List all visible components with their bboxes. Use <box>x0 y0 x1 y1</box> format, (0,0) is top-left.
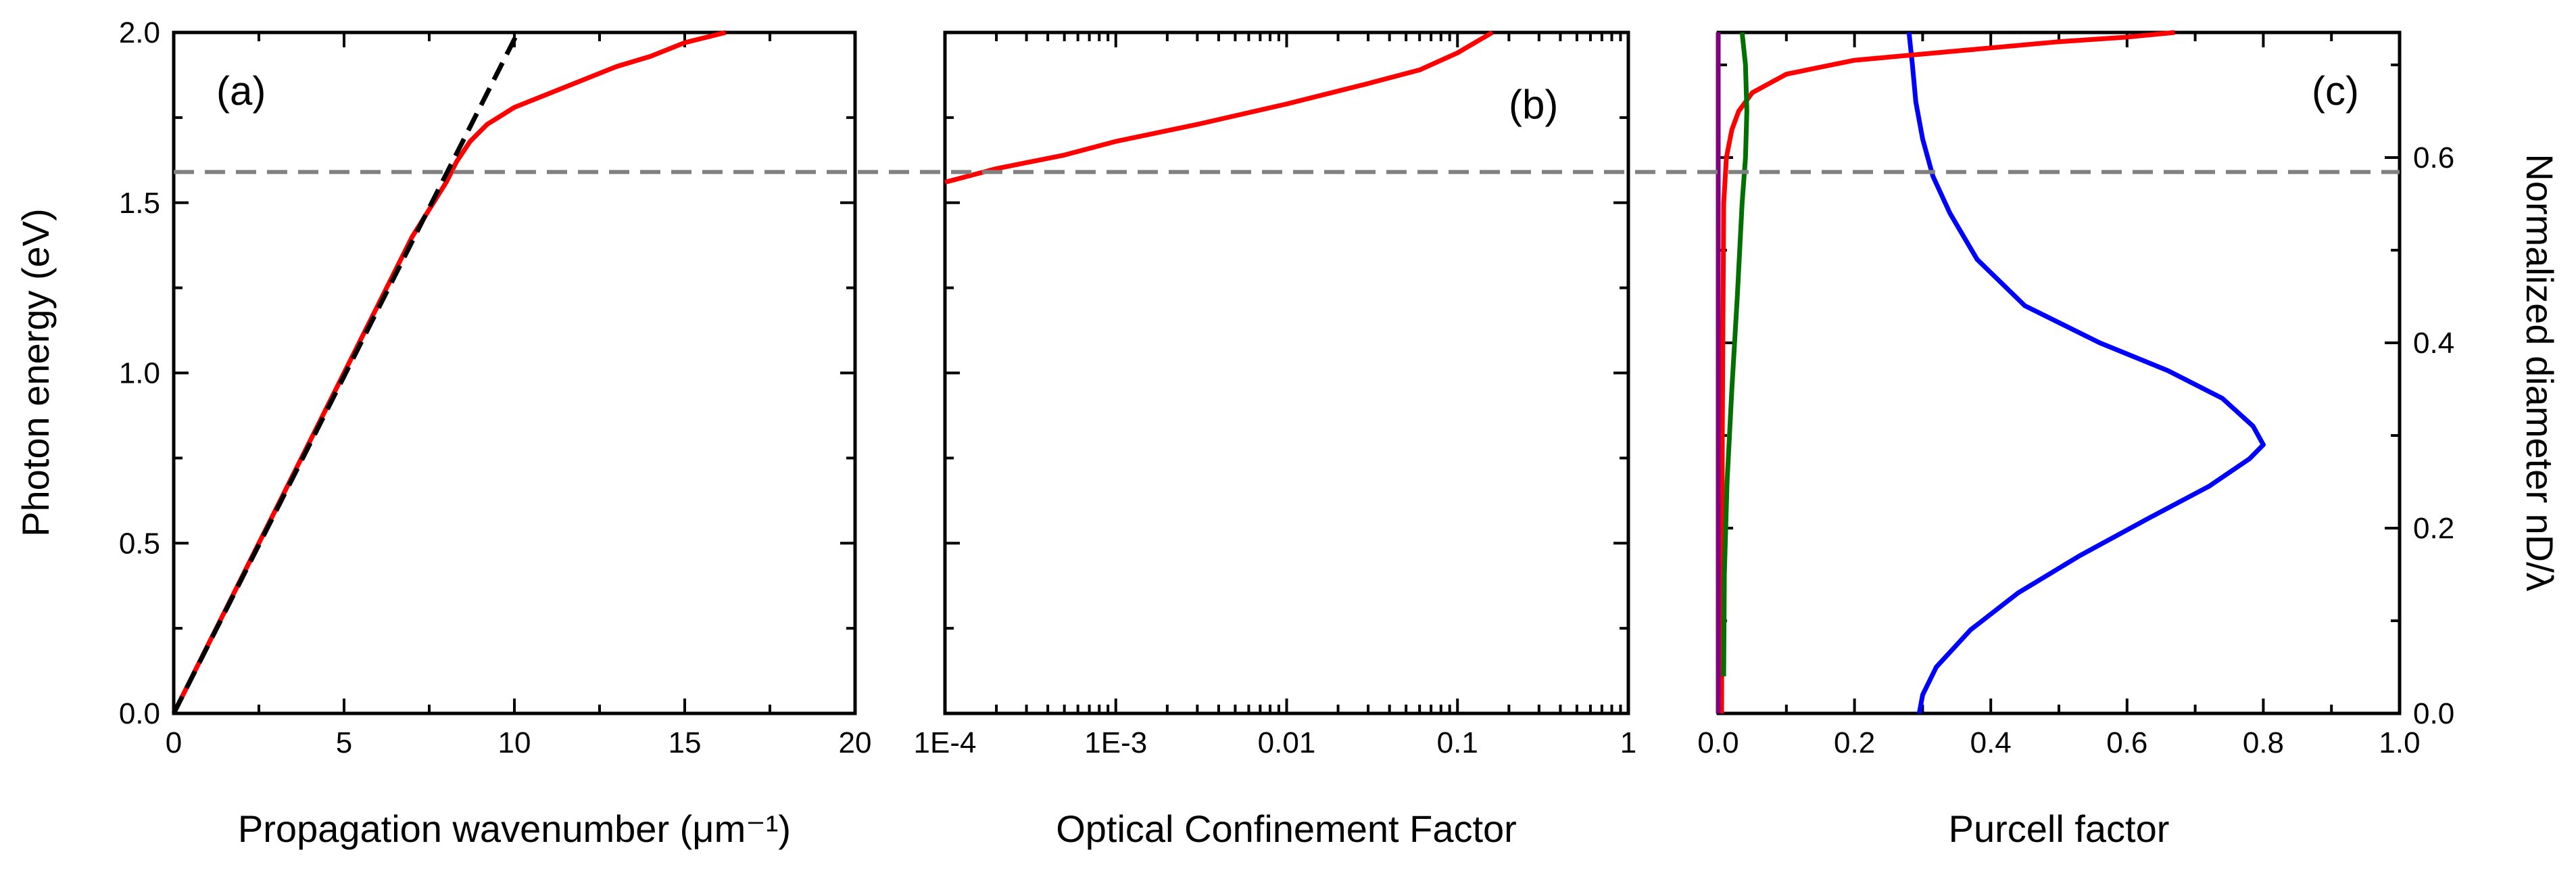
panel-a-frame <box>172 30 857 715</box>
x-tick-label-a: 15 <box>669 726 702 759</box>
panel-b-frame <box>943 30 1630 715</box>
x-tick-label-a: 0 <box>166 726 182 759</box>
x-tick-label-c: 0.0 <box>1697 726 1739 759</box>
x-tick-label-c: 1.0 <box>2379 726 2420 759</box>
panel-b: 1E-4 1E-3 0.01 0.1 1 (b) Optical Confinement… <box>914 30 1636 850</box>
y-tick-label: 1.5 <box>119 187 160 220</box>
y-tick-label: 0.0 <box>119 697 160 730</box>
x-tick-label-c: 0.6 <box>2106 726 2147 759</box>
right-y-axis-title: Normalized diameter nD/λ <box>2519 154 2561 591</box>
right-y-tick-label: 0.2 <box>2413 512 2454 545</box>
series-c-blue <box>1906 32 2266 714</box>
x-tick-label-b: 1E-3 <box>1084 726 1147 759</box>
x-tick-label-b: 0.01 <box>1258 726 1316 759</box>
right-y-tick-label: 0.4 <box>2413 327 2454 360</box>
series-b-confinement <box>944 30 1494 185</box>
x-axis-title-c: Purcell factor <box>1949 807 2170 850</box>
panel-b-label: (b) <box>1509 82 1558 127</box>
x-tick-label-c: 0.8 <box>2243 726 2284 759</box>
panel-c-label: (c) <box>2312 68 2359 114</box>
series-c-green <box>1721 32 1749 677</box>
x-tick-label-a: 5 <box>336 726 352 759</box>
y-axis-title: Photon energy (eV) <box>14 208 57 537</box>
series-a-dispersion <box>171 30 727 715</box>
x-tick-label-a: 20 <box>839 726 872 759</box>
right-y-tick-label: 0.0 <box>2413 697 2454 730</box>
panel-a-label: (a) <box>216 68 266 114</box>
x-axis-title-a: Propagation wavenumber (μm⁻¹) <box>238 807 791 850</box>
right-y-tick-label: 0.6 <box>2413 141 2454 174</box>
panel-a: 0 5 10 15 20 0.0 0.5 1.0 1.5 2.0 (a) Propagation … <box>14 16 871 850</box>
x-tick-label-a: 10 <box>498 726 531 759</box>
panel-c: 0.0 0.2 0.4 0.6 0.8 1.00.00.20.40.6 (c) Purce… <box>1697 30 2561 850</box>
x-tick-label-b: 0.1 <box>1437 726 1478 759</box>
y-tick-label: 0.5 <box>119 527 160 560</box>
x-tick-label-c: 0.2 <box>1834 726 1875 759</box>
panel-c-frame <box>1716 30 2402 715</box>
x-tick-label-b: 1 <box>1620 726 1636 759</box>
y-tick-label: 1.0 <box>119 357 160 390</box>
x-tick-label-b: 1E-4 <box>914 726 977 759</box>
x-axis-title-b: Optical Confinement Factor <box>1056 807 1517 850</box>
series-c-red <box>1719 30 2175 714</box>
series-a-light-line <box>171 31 520 715</box>
y-tick-label: 2.0 <box>119 16 160 49</box>
x-tick-label-c: 0.4 <box>1970 726 2012 759</box>
